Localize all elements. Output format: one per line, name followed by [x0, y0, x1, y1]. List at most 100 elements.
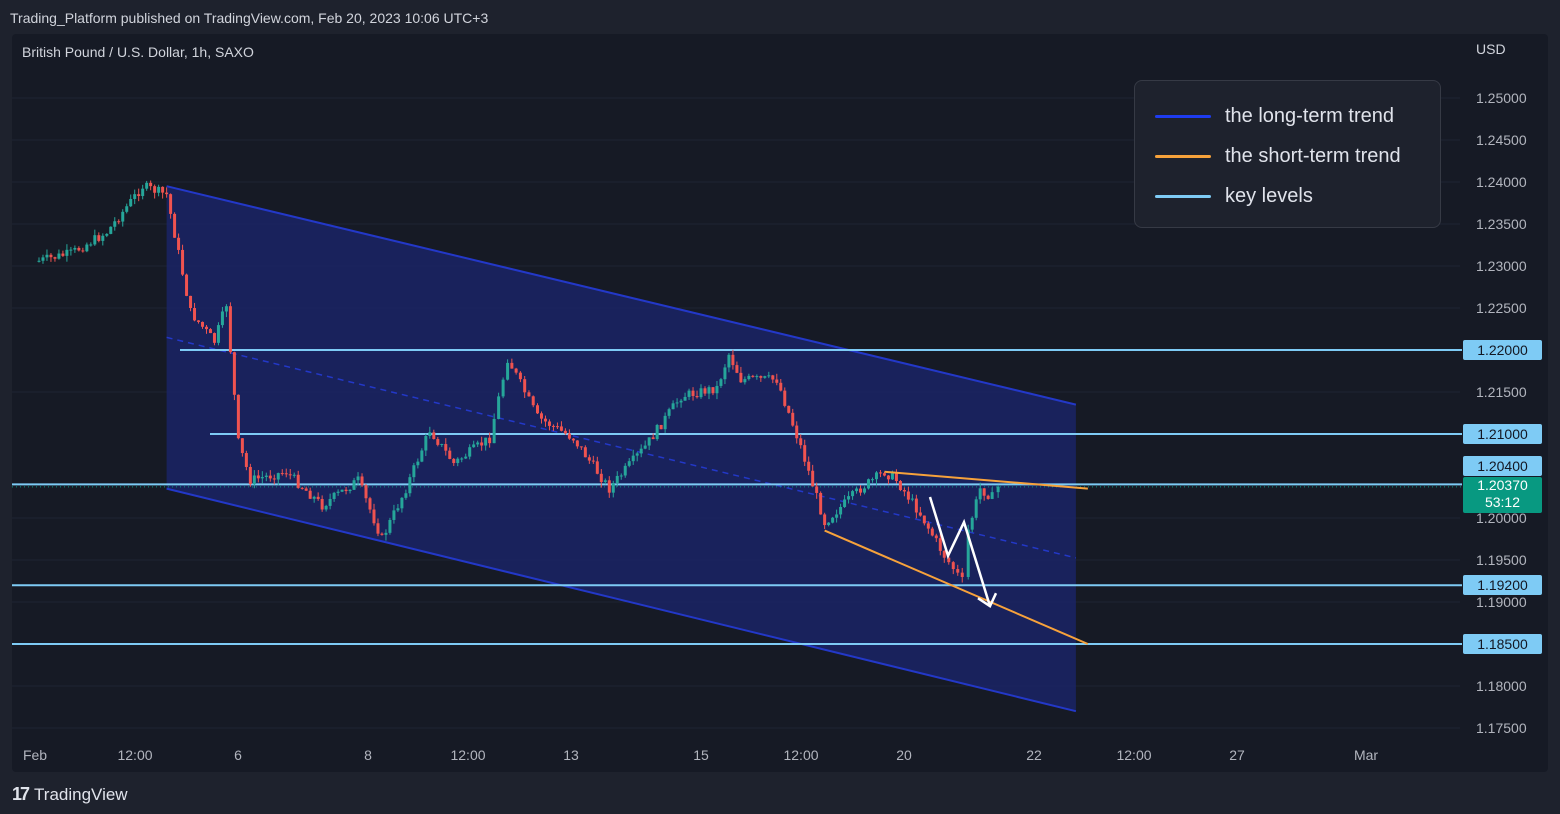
candle-body	[428, 432, 432, 437]
candle-body	[863, 488, 867, 493]
candle-body	[647, 437, 651, 446]
candle-body	[352, 480, 356, 490]
x-tick: 15	[693, 747, 709, 763]
candle-body	[667, 409, 671, 416]
candle-body	[324, 505, 328, 510]
candle-body	[408, 477, 412, 494]
candle-body	[332, 492, 336, 499]
candle-body	[579, 446, 583, 448]
candle-body	[145, 182, 149, 189]
candle-body	[388, 519, 392, 533]
candle-body	[69, 249, 73, 251]
candle-body	[727, 354, 731, 368]
candle-body	[855, 488, 859, 492]
candle-body	[910, 498, 914, 500]
candle-body	[559, 426, 563, 431]
candle-body	[268, 475, 272, 479]
candle-body	[675, 402, 679, 404]
candle-body	[655, 424, 659, 440]
short-term-trend	[824, 470, 1089, 645]
candle-body	[703, 388, 707, 394]
currency-label: USD	[1476, 41, 1506, 57]
candle-body	[922, 515, 926, 524]
x-tick: 20	[896, 747, 912, 763]
candle-body	[996, 486, 1000, 493]
candle-body	[201, 321, 204, 327]
candle-body	[468, 447, 472, 457]
candle-body	[460, 458, 464, 460]
price-tag-1-20400: 1.20400	[1463, 456, 1542, 476]
candle-body	[476, 442, 480, 445]
candle-body	[109, 226, 113, 234]
candle-body	[208, 329, 212, 334]
candle-body	[982, 488, 986, 496]
candle-body	[220, 311, 224, 326]
candle-body	[536, 405, 539, 414]
candle-body	[65, 249, 69, 256]
y-tick: 1.19000	[1476, 594, 1527, 610]
tradingview-brand[interactable]: 17 TradingView	[12, 784, 128, 805]
legend-item-long-term: the long-term trend	[1155, 104, 1394, 128]
short-term-lower-line	[824, 529, 1089, 645]
candle-body	[687, 390, 691, 397]
candle-body	[328, 498, 332, 506]
candle-body	[938, 538, 942, 551]
candle-body	[300, 487, 304, 489]
candle-body	[551, 425, 555, 427]
candle-body	[356, 476, 360, 481]
candle-body	[639, 448, 643, 454]
candle-body	[715, 385, 719, 394]
y-tick: 1.23500	[1476, 216, 1527, 232]
candle-body	[683, 396, 687, 401]
candle-body	[141, 188, 145, 197]
candle-body	[918, 512, 922, 516]
candle-body	[711, 387, 715, 394]
candle-body	[280, 473, 284, 475]
x-tick: 12:00	[783, 747, 819, 763]
candle-body	[97, 235, 101, 241]
candle-body	[472, 444, 476, 448]
candle-body	[831, 517, 835, 523]
candle-body	[747, 375, 751, 380]
candle-body	[137, 194, 141, 197]
long-term-channel	[166, 185, 1077, 713]
candle-body	[81, 250, 85, 252]
candle-body	[723, 367, 727, 380]
candle-body	[165, 192, 169, 195]
candle-body	[759, 376, 763, 378]
candle-body	[563, 430, 567, 434]
candle-body	[157, 186, 161, 193]
candle-body	[974, 499, 978, 518]
candle-body	[424, 436, 428, 451]
candle-body	[547, 421, 551, 426]
candle-body	[260, 476, 264, 479]
legend-item-key-levels: key levels	[1155, 184, 1313, 208]
candle-body	[886, 475, 890, 480]
candle-body	[372, 509, 376, 524]
candle-body	[360, 476, 364, 486]
candles	[37, 180, 1000, 583]
candle-body	[316, 496, 320, 499]
symbol-title[interactable]: British Pound / U.S. Dollar, 1h, SAXO	[22, 44, 254, 60]
candle-body	[803, 445, 807, 462]
candle-body	[571, 438, 575, 441]
candle-body	[77, 247, 81, 251]
candle-body	[607, 480, 611, 493]
candle-body	[113, 221, 117, 227]
candle-body	[951, 562, 955, 570]
candle-body	[292, 474, 296, 476]
candle-body	[117, 221, 121, 223]
candle-body	[947, 557, 951, 563]
candle-body	[412, 465, 416, 478]
candle-body	[567, 433, 571, 439]
candle-body	[416, 461, 420, 466]
candle-body	[400, 497, 404, 509]
key-levels	[12, 349, 1462, 645]
candle-body	[719, 379, 723, 386]
candle-body	[751, 375, 755, 377]
candle-body	[514, 368, 518, 373]
candle-body	[161, 186, 165, 193]
candle-body	[518, 372, 522, 380]
current-price: 1.20370	[1477, 477, 1528, 493]
